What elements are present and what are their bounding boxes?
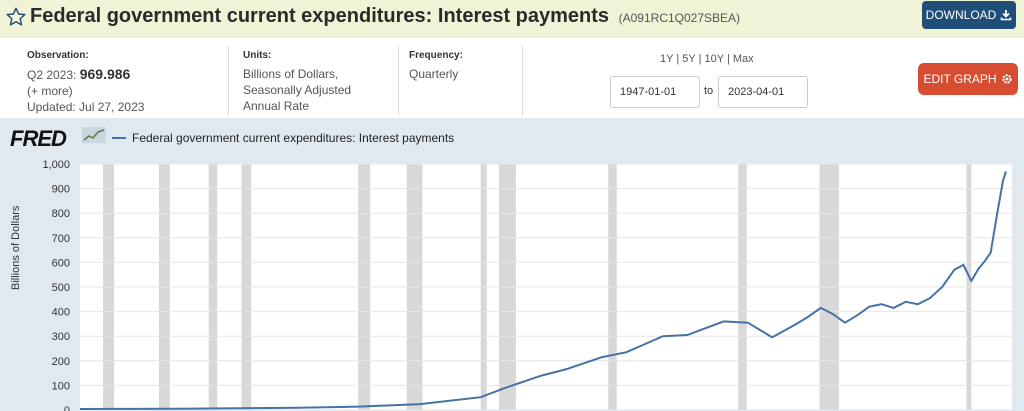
divider [522, 46, 523, 116]
fred-chart-icon [82, 127, 106, 143]
edit-graph-label: EDIT GRAPH [923, 72, 997, 86]
range-separator: | [698, 53, 702, 65]
y-tick-label: 1,000 [42, 159, 70, 171]
y-tick-label: 200 [52, 356, 70, 368]
updated-date: Updated: Jul 27, 2023 [27, 100, 145, 114]
y-tick-label: 500 [52, 282, 70, 294]
y-tick-label: 600 [52, 257, 70, 269]
series-title-text: Federal government current expenditures:… [30, 5, 610, 27]
y-tick-label: 300 [52, 331, 70, 343]
frequency-heading: Frequency: [409, 50, 463, 61]
range-1y[interactable]: 1Y [660, 53, 674, 65]
y-tick-label: 900 [52, 184, 70, 196]
observation-heading: Observation: [27, 50, 89, 61]
end-date-input[interactable]: 2023-04-01 [718, 76, 808, 108]
units-line2: Seasonally Adjusted [243, 83, 352, 97]
observation-value: 969.986 [79, 66, 131, 82]
legend-label: Federal government current expenditures:… [132, 131, 455, 145]
series-line [79, 171, 1007, 410]
fred-logo: FRED [10, 126, 67, 151]
y-tick-label: 700 [52, 233, 70, 245]
observation-period: Q2 2023: [27, 68, 77, 82]
units-line3: Annual Rate [243, 99, 310, 113]
more-observations-link[interactable]: (+ more) [27, 84, 73, 98]
y-axis-label: Billions of Dollars [10, 205, 22, 290]
observation-block: Observation: Q2 2023: 969.986 (+ more) U… [27, 48, 144, 115]
page-title: Federal government current expenditures:… [30, 5, 740, 28]
range-separator: | [676, 53, 680, 65]
download-label: DOWNLOAD [925, 8, 997, 22]
y-tick-label: 400 [52, 307, 70, 319]
y-tick-label: 0 [64, 405, 70, 411]
download-button[interactable]: DOWNLOAD [922, 1, 1016, 29]
title-bar: Federal government current expenditures:… [0, 0, 1024, 38]
y-tick-label: 100 [52, 380, 70, 392]
divider [398, 46, 399, 116]
edit-graph-button[interactable]: EDIT GRAPH [918, 63, 1018, 95]
frequency-value: Quarterly [409, 67, 459, 81]
download-icon [1001, 10, 1012, 21]
y-axis-ticks: 0 100 200 300 400 500 600 700 800 900 1,000 [42, 159, 70, 411]
range-separator: | [726, 53, 730, 65]
frequency-block: Frequency: Quarterly [409, 48, 463, 82]
chart-legend: Federal government current expenditures:… [112, 131, 454, 145]
units-block: Units: Billions of Dollars, Seasonally A… [243, 48, 351, 114]
units-line1: Billions of Dollars, [243, 67, 339, 81]
gridlines [80, 163, 1012, 411]
range-max[interactable]: Max [732, 53, 754, 65]
divider [228, 46, 229, 116]
info-bar: Observation: Q2 2023: 969.986 (+ more) U… [0, 38, 1024, 118]
gear-icon [1001, 74, 1012, 84]
range-links: 1Y | 5Y | 10Y | Max [660, 53, 754, 65]
star-icon[interactable] [5, 6, 27, 28]
units-heading: Units: [243, 50, 272, 61]
to-label: to [704, 85, 714, 97]
y-tick-label: 800 [52, 208, 70, 220]
legend-swatch [112, 137, 126, 139]
start-date-input[interactable]: 1947-01-01 [610, 76, 700, 108]
range-10y[interactable]: 10Y [704, 53, 724, 65]
series-id: (A091RC1Q027SBEA) [618, 11, 741, 25]
range-5y[interactable]: 5Y [682, 53, 696, 65]
